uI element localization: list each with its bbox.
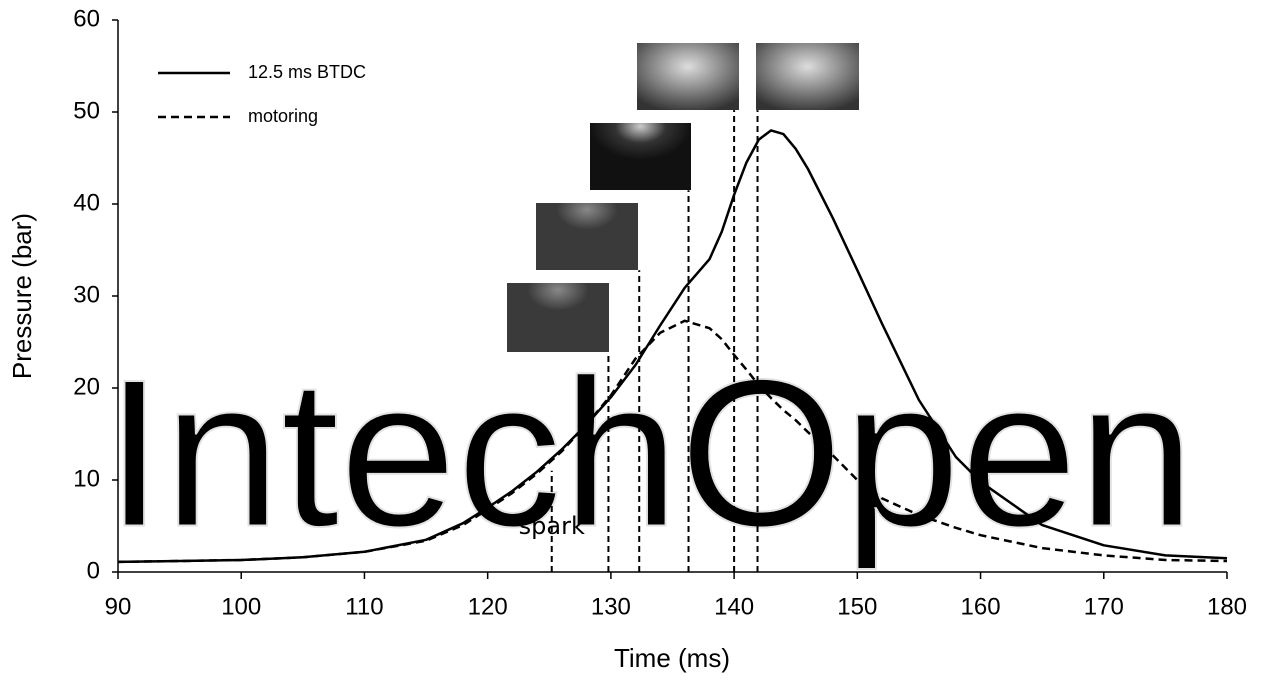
y-axis-title: Pressure (bar): [7, 213, 37, 379]
y-tick-label: 60: [73, 5, 100, 32]
y-tick-label: 0: [87, 557, 100, 584]
x-tick-label: 120: [468, 593, 508, 620]
x-tick-label: 180: [1207, 593, 1247, 620]
annotation: spark: [519, 512, 585, 540]
frame-image: [637, 43, 739, 110]
y-tick-label: 40: [73, 189, 100, 216]
y-tick-label: 10: [73, 465, 100, 492]
y-tick-label: 50: [73, 97, 100, 124]
watermark: IntechOpen: [105, 335, 1195, 570]
x-tick-label: 160: [961, 593, 1001, 620]
x-tick-label: 150: [837, 593, 877, 620]
series-line: [117, 129, 1228, 564]
series-line: [117, 319, 1228, 564]
x-axis-title: Time (ms): [614, 643, 730, 673]
x-tick-label: 130: [591, 593, 631, 620]
frame-image: [507, 283, 609, 352]
x-tick-label: 170: [1084, 593, 1124, 620]
y-tick-label: 20: [73, 373, 100, 400]
inset-images: [507, 43, 859, 352]
x-tick-label: 100: [221, 593, 261, 620]
frame-image: [536, 203, 638, 270]
frame-image: [590, 123, 691, 190]
frame-image: [756, 43, 859, 110]
x-tick-label: 140: [714, 593, 754, 620]
x-tick-label: 90: [105, 593, 132, 620]
x-tick-label: 110: [345, 593, 383, 620]
legend-label: 12.5 ms BTDC: [248, 62, 366, 82]
legend-label: motoring: [248, 106, 318, 126]
y-tick-label: 30: [73, 281, 100, 308]
